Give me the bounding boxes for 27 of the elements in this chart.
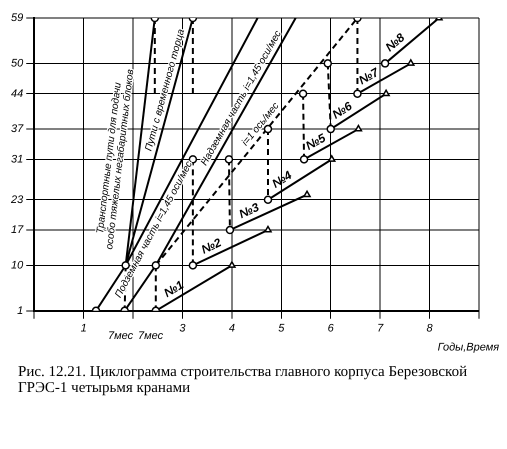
y-tick-label: 31 xyxy=(10,153,24,166)
y-tick-label: 50 xyxy=(10,57,24,70)
y-tick-label: 10 xyxy=(10,259,24,272)
x-tick-label: 6 xyxy=(328,322,335,334)
x-axis-title: Годы,Время xyxy=(438,342,500,354)
x-tick-label: 1 xyxy=(80,322,87,334)
x-tick-label: 4 xyxy=(228,322,235,334)
text: 7мес xyxy=(108,330,134,342)
text: №6 xyxy=(330,98,355,122)
x-tick-label: 5 xyxy=(278,322,286,334)
x-tick-label: 3 xyxy=(179,322,186,334)
text: №1 xyxy=(161,277,186,300)
text: №3 xyxy=(236,200,262,222)
text: №8 xyxy=(382,30,408,54)
y-tick-label: 23 xyxy=(10,194,24,206)
text: №2 xyxy=(199,235,224,257)
x-tick-label: 7 xyxy=(377,322,384,334)
text: 7мес xyxy=(138,330,164,342)
x-tick-label: 8 xyxy=(426,322,434,334)
text: №5 xyxy=(303,130,328,153)
y-tick-label: 17 xyxy=(10,224,24,236)
y-tick-label: 1 xyxy=(17,304,24,317)
y-tick-label: 44 xyxy=(10,88,24,100)
y-tick-label: 37 xyxy=(10,123,24,136)
text: Рис. 12.21. Циклограмма строительства главного корпуса Березовской ГРЭС-1 четырьмя кранами xyxy=(17,363,468,396)
y-tick-label: 59 xyxy=(10,12,24,24)
text: №7 xyxy=(356,64,382,88)
